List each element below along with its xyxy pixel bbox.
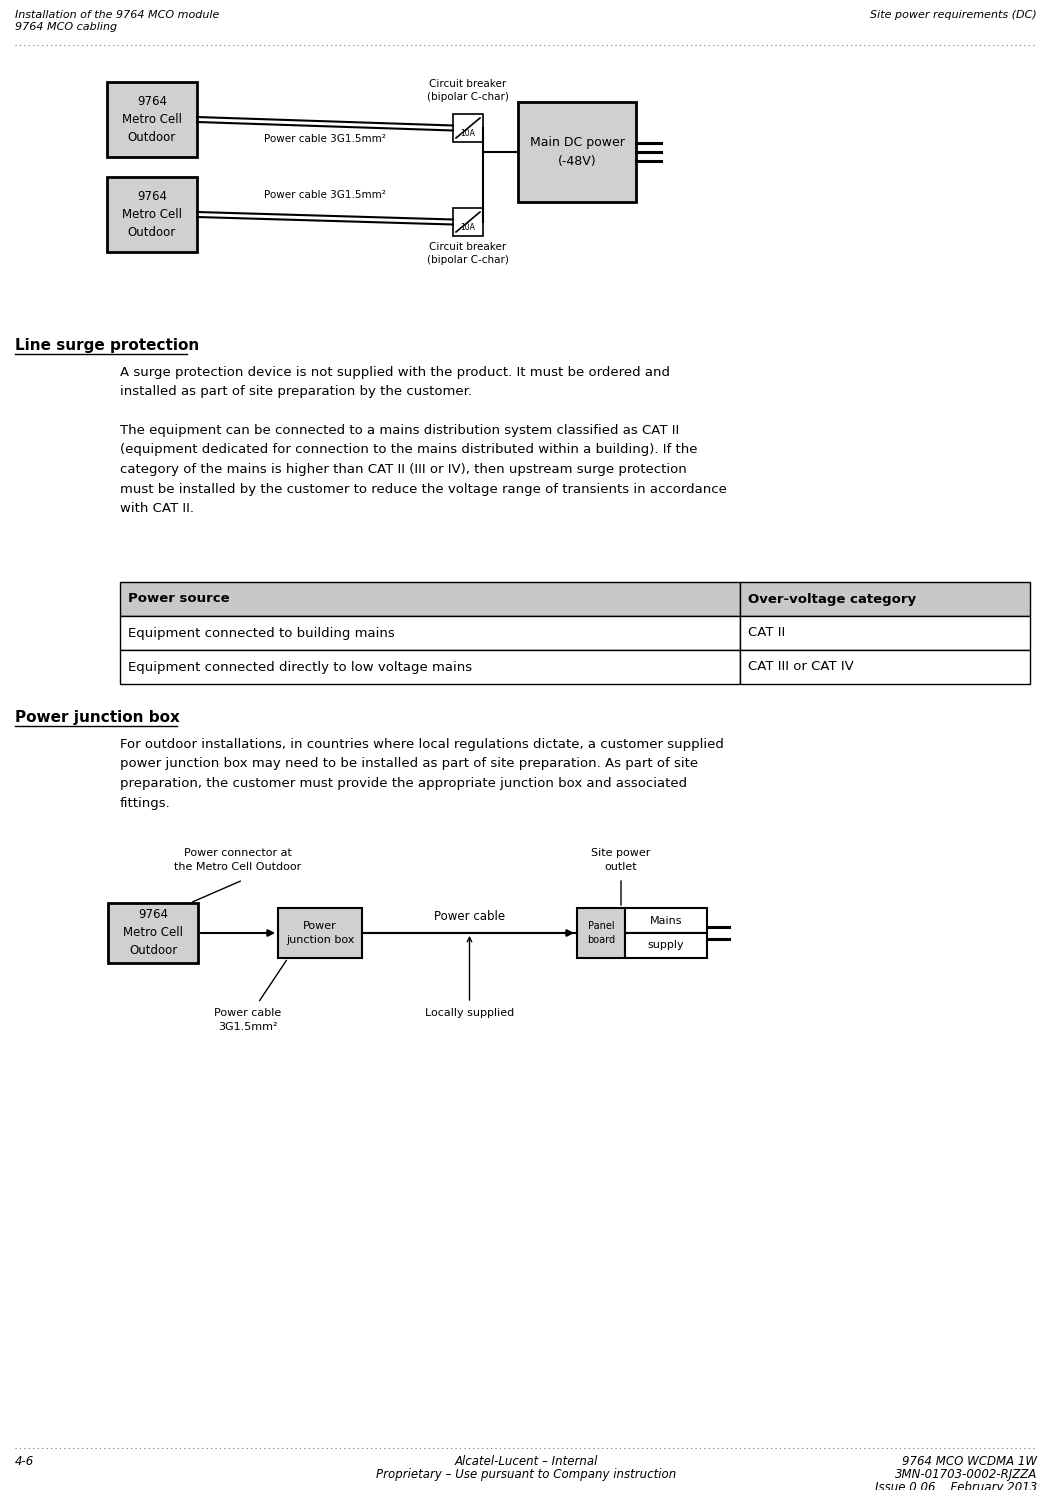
Text: Mains: Mains bbox=[650, 915, 683, 925]
Text: Power
junction box: Power junction box bbox=[286, 921, 355, 945]
Bar bbox=[453, 115, 483, 142]
Text: 9764 MCO cabling: 9764 MCO cabling bbox=[15, 22, 117, 31]
Text: 10A: 10A bbox=[461, 130, 476, 139]
Text: A surge protection device is not supplied with the product. It must be ordered a: A surge protection device is not supplie… bbox=[120, 367, 670, 398]
Text: Power cable 3G1.5mm²: Power cable 3G1.5mm² bbox=[264, 134, 386, 143]
Text: For outdoor installations, in countries where local regulations dictate, a custo: For outdoor installations, in countries … bbox=[120, 738, 724, 809]
Text: Over-voltage category: Over-voltage category bbox=[748, 593, 916, 605]
Text: 9764
Metro Cell
Outdoor: 9764 Metro Cell Outdoor bbox=[122, 191, 182, 238]
Text: Circuit breaker
(bipolar C-char): Circuit breaker (bipolar C-char) bbox=[427, 79, 509, 101]
Text: 9764
Metro Cell
Outdoor: 9764 Metro Cell Outdoor bbox=[122, 95, 182, 145]
Text: Line surge protection: Line surge protection bbox=[15, 338, 199, 353]
Text: Locally supplied: Locally supplied bbox=[425, 1009, 514, 1018]
Bar bbox=[518, 101, 636, 203]
Text: 4-6: 4-6 bbox=[15, 1456, 35, 1468]
Text: Equipment connected to building mains: Equipment connected to building mains bbox=[128, 626, 394, 639]
Text: Site power requirements (DC): Site power requirements (DC) bbox=[870, 10, 1037, 19]
Text: Alcatel-Lucent – Internal: Alcatel-Lucent – Internal bbox=[454, 1456, 598, 1468]
Text: Circuit breaker
(bipolar C-char): Circuit breaker (bipolar C-char) bbox=[427, 241, 509, 265]
Text: Power connector at
the Metro Cell Outdoor: Power connector at the Metro Cell Outdoo… bbox=[175, 848, 302, 872]
Text: Proprietary – Use pursuant to Company instruction: Proprietary – Use pursuant to Company in… bbox=[376, 1468, 676, 1481]
Bar bbox=[278, 907, 362, 958]
Text: Panel
board: Panel board bbox=[587, 921, 615, 945]
Text: CAT III or CAT IV: CAT III or CAT IV bbox=[748, 660, 854, 673]
Text: Installation of the 9764 MCO module: Installation of the 9764 MCO module bbox=[15, 10, 220, 19]
Bar bbox=[576, 907, 625, 958]
Bar bbox=[625, 933, 707, 958]
Bar bbox=[107, 82, 197, 156]
Text: Power cable 3G1.5mm²: Power cable 3G1.5mm² bbox=[264, 191, 386, 201]
Text: Power cable
3G1.5mm²: Power cable 3G1.5mm² bbox=[215, 1009, 282, 1033]
Text: supply: supply bbox=[648, 940, 684, 951]
Text: CAT II: CAT II bbox=[748, 626, 785, 639]
Text: 9764
Metro Cell
Outdoor: 9764 Metro Cell Outdoor bbox=[123, 909, 183, 958]
Text: Issue 0.06    February 2013: Issue 0.06 February 2013 bbox=[875, 1481, 1037, 1490]
Bar bbox=[453, 209, 483, 235]
Bar bbox=[120, 650, 740, 684]
Bar bbox=[740, 650, 1030, 684]
Text: 3MN-01703-0002-RJZZA: 3MN-01703-0002-RJZZA bbox=[895, 1468, 1037, 1481]
Text: Power junction box: Power junction box bbox=[15, 711, 180, 726]
Bar bbox=[120, 583, 740, 615]
Text: 9764 MCO WCDMA 1W: 9764 MCO WCDMA 1W bbox=[902, 1456, 1037, 1468]
Bar bbox=[107, 177, 197, 252]
Text: Power cable: Power cable bbox=[433, 910, 505, 922]
Bar bbox=[108, 903, 198, 963]
Text: The equipment can be connected to a mains distribution system classified as CAT : The equipment can be connected to a main… bbox=[120, 425, 727, 516]
Bar bbox=[740, 583, 1030, 615]
Text: 10A: 10A bbox=[461, 224, 476, 232]
Bar bbox=[740, 615, 1030, 650]
Text: Equipment connected directly to low voltage mains: Equipment connected directly to low volt… bbox=[128, 660, 472, 673]
Bar bbox=[120, 615, 740, 650]
Text: Site power
outlet: Site power outlet bbox=[591, 848, 651, 872]
Text: Power source: Power source bbox=[128, 593, 229, 605]
Text: Main DC power
(-48V): Main DC power (-48V) bbox=[529, 136, 625, 168]
Bar bbox=[625, 907, 707, 933]
